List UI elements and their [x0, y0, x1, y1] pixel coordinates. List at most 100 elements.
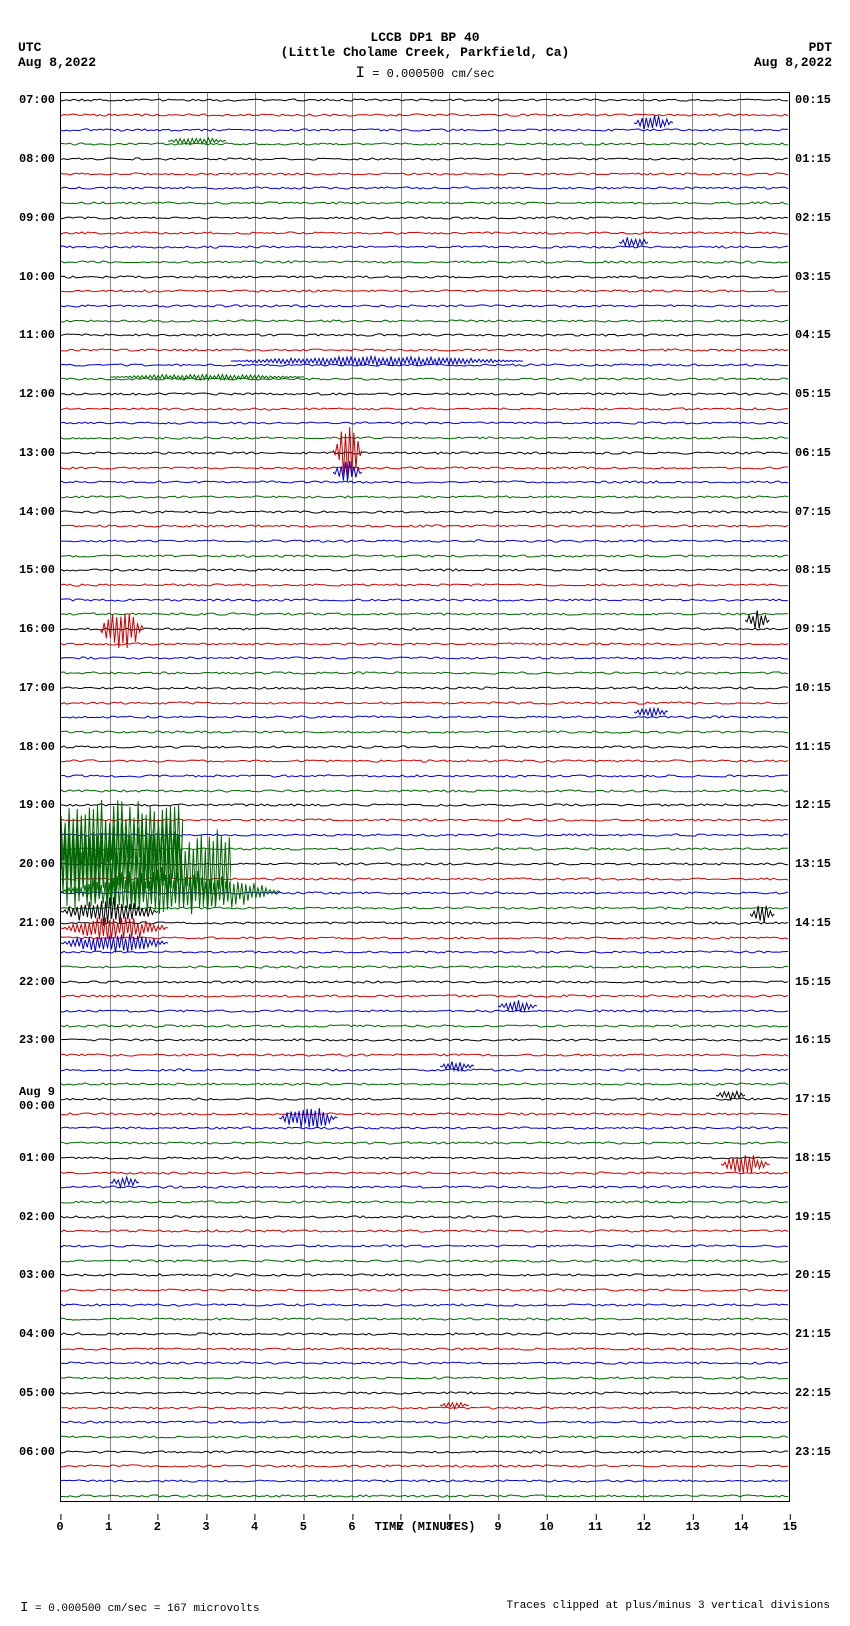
seismic-trace [61, 1451, 789, 1453]
trace-row [61, 284, 789, 299]
seismic-trace [61, 657, 789, 659]
seismic-event [619, 238, 648, 256]
seismic-trace [61, 496, 789, 498]
utc-time-label: 22:00 [19, 975, 55, 989]
seismic-trace [61, 1465, 789, 1467]
trace-row [61, 1297, 789, 1312]
seismic-trace [61, 687, 789, 689]
pdt-time-label: 10:15 [795, 681, 831, 695]
trace-row [61, 475, 789, 490]
seismic-trace [61, 305, 789, 307]
trace-row: 08:0001:15 [61, 152, 789, 167]
seismic-event [721, 1164, 770, 1182]
seismic-trace [61, 775, 789, 777]
seismic-trace [61, 158, 789, 160]
trace-row: 01:0018:15 [61, 1151, 789, 1166]
seismic-trace [61, 320, 789, 322]
seismic-trace [61, 1362, 789, 1364]
trace-row [61, 1004, 789, 1019]
trace-row [61, 1488, 789, 1503]
seismic-trace [61, 1480, 789, 1482]
footer-left: I = 0.000500 cm/sec = 167 microvolts [20, 1600, 259, 1616]
trace-row [61, 1018, 789, 1033]
trace-row: 10:0003:15 [61, 269, 789, 284]
seismic-trace [61, 1127, 789, 1129]
helicorder-plot: 07:0000:1508:0001:1509:0002:1510:0003:15… [60, 92, 790, 1502]
pdt-time-label: 17:15 [795, 1092, 831, 1106]
seismic-trace [61, 1495, 789, 1497]
seismic-trace [61, 1098, 789, 1100]
seismic-event [634, 121, 673, 139]
seismic-trace [61, 746, 789, 748]
trace-row [61, 225, 789, 240]
seismic-trace [61, 290, 789, 292]
trace-row: 04:0021:15 [61, 1327, 789, 1342]
seismic-trace [61, 1407, 789, 1409]
trace-row [61, 754, 789, 769]
seismic-trace [61, 1274, 789, 1276]
x-tick: 4 [251, 1520, 258, 1534]
trace-row [61, 695, 789, 710]
x-tick: 1 [105, 1520, 112, 1534]
station-location: (Little Cholame Creek, Parkfield, Ca) [0, 45, 850, 60]
utc-time-label: 04:00 [19, 1327, 55, 1341]
trace-row: 02:0019:15 [61, 1209, 789, 1224]
pdt-time-label: 01:15 [795, 152, 831, 166]
seismic-trace [61, 1201, 789, 1203]
x-tick: 12 [637, 1520, 651, 1534]
seismic-trace [61, 129, 789, 131]
trace-row [61, 1415, 789, 1430]
trace-row [61, 1077, 789, 1092]
utc-time-label: 18:00 [19, 740, 55, 754]
seismic-trace [61, 99, 789, 101]
seismic-trace [61, 511, 789, 513]
trace-row [61, 1474, 789, 1489]
scale-value: = 0.000500 cm/sec [372, 67, 494, 81]
trace-row: 14:0007:15 [61, 504, 789, 519]
utc-time-label: 20:00 [19, 857, 55, 871]
pdt-time-label: 09:15 [795, 622, 831, 636]
scale-bar-icon: I [355, 64, 365, 82]
seismic-trace [61, 951, 789, 953]
x-tick: 15 [783, 1520, 797, 1534]
trace-row [61, 607, 789, 622]
seismic-trace [61, 1142, 789, 1144]
date-left: Aug 8,2022 [18, 55, 96, 70]
seismic-trace [61, 393, 789, 395]
pdt-time-label: 22:15 [795, 1386, 831, 1400]
seismic-trace [61, 173, 789, 175]
trace-row [61, 534, 789, 549]
seismic-event [716, 1090, 745, 1108]
x-tick: 13 [685, 1520, 699, 1534]
x-tick: 3 [202, 1520, 209, 1534]
seismic-trace [61, 1333, 789, 1335]
seismic-trace [61, 1054, 789, 1056]
pdt-time-label: 15:15 [795, 975, 831, 989]
x-tick: 0 [56, 1520, 63, 1534]
seismic-event [279, 1118, 337, 1138]
trace-row [61, 1459, 789, 1474]
trace-row [61, 1180, 789, 1195]
trace-row [61, 313, 789, 328]
seismic-trace [61, 569, 789, 571]
utc-time-label: 10:00 [19, 270, 55, 284]
seismic-trace [61, 790, 789, 792]
pdt-time-label: 11:15 [795, 740, 831, 754]
trace-row [61, 710, 789, 725]
station-title: LCCB DP1 BP 40 [0, 30, 850, 45]
seismic-trace [61, 246, 789, 248]
seismic-event [440, 1399, 469, 1417]
trace-row [61, 1312, 789, 1327]
seismic-trace [61, 1230, 789, 1232]
trace-row [61, 1195, 789, 1210]
trace-row: 22:0015:15 [61, 974, 789, 989]
pdt-time-label: 14:15 [795, 916, 831, 930]
trace-row [61, 519, 789, 534]
seismogram-container: UTC Aug 8,2022 PDT Aug 8,2022 LCCB DP1 B… [0, 0, 850, 1616]
trace-row [61, 960, 789, 975]
utc-time-label: 08:00 [19, 152, 55, 166]
trace-row [61, 548, 789, 563]
pdt-time-label: 00:15 [795, 93, 831, 107]
utc-time-label: 02:00 [19, 1210, 55, 1224]
seismic-trace [61, 716, 789, 718]
